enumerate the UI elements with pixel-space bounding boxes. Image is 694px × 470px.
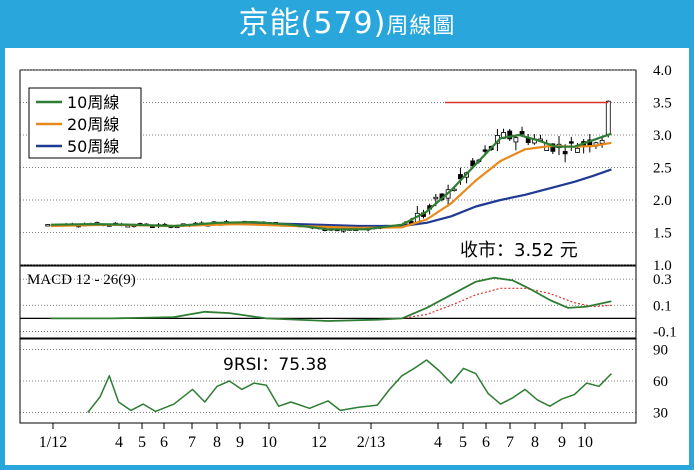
x-tick-label: 12 xyxy=(311,434,327,451)
y-tick-label: 0.1 xyxy=(653,298,672,314)
close-price-label: 收市：3.52 元 xyxy=(460,240,578,261)
candle-body xyxy=(550,143,556,152)
x-tick-label: 4 xyxy=(434,434,442,451)
y-tick-label: 2.5 xyxy=(653,161,672,177)
candle-body xyxy=(568,141,574,144)
candle-body xyxy=(513,137,519,143)
y-tick-label: 4.0 xyxy=(653,63,672,79)
x-tick-label: 10 xyxy=(261,434,277,451)
x-tick-label: 9 xyxy=(558,434,566,451)
y-tick-label: 60 xyxy=(653,374,668,390)
x-tick-label: 1/12 xyxy=(39,434,67,451)
x-tick-label: 6 xyxy=(482,434,490,451)
x-tick-label: 10 xyxy=(577,434,593,451)
x-tick-label: 7 xyxy=(188,434,196,451)
candle-body xyxy=(519,130,525,135)
candle-body xyxy=(45,224,51,227)
x-tick-label: 5 xyxy=(459,434,467,451)
candle-body xyxy=(458,174,463,180)
legend-ma10-label: 10周線 xyxy=(67,93,119,112)
candle-body xyxy=(599,140,605,144)
y-tick-label: 1.5 xyxy=(653,226,672,242)
x-axis-ticks: 1/12 4 5 6 7 8 9 10 12 2/13 4 5 6 7 8 9 10 xyxy=(39,423,593,451)
x-tick-label: 9 xyxy=(236,434,244,451)
legend: 10周線 20周線 50周線 xyxy=(28,87,142,159)
macd-plot-frame xyxy=(19,265,637,339)
y-tick-label: 0.3 xyxy=(653,272,672,288)
chart-svg: 10周線 20周線 50周線 收市：3.52 元 MACD 12 - 26(9)… xyxy=(19,63,677,451)
x-tick-label: 8 xyxy=(213,434,221,451)
y-tick-label: 1.0 xyxy=(653,258,672,274)
x-tick-label: 7 xyxy=(506,434,514,451)
y-tick-label: 3.0 xyxy=(653,128,672,144)
rsi-plot-frame xyxy=(19,338,637,424)
y-tick-label: -0.1 xyxy=(653,324,677,340)
y-tick-label: 3.5 xyxy=(653,96,672,112)
grid-lines xyxy=(20,69,636,413)
candle-body xyxy=(482,149,488,152)
legend-ma50-label: 50周線 xyxy=(67,137,119,156)
ma10-line xyxy=(50,132,612,231)
title-suffix: 周線圖 xyxy=(386,14,456,39)
rsi-title: 9RSI：75.38 xyxy=(223,355,327,375)
y-tick-label: 30 xyxy=(653,406,668,422)
candle-body xyxy=(562,151,568,155)
x-tick-label: 5 xyxy=(138,434,146,451)
macd-signal-line xyxy=(377,287,612,321)
x-tick-label: 2/13 xyxy=(357,434,385,451)
x-tick-label: 8 xyxy=(531,434,539,451)
chart-panel: 10周線 20周線 50周線 收市：3.52 元 MACD 12 - 26(9)… xyxy=(5,48,689,465)
x-tick-label: 6 xyxy=(160,434,168,451)
candle-body xyxy=(605,100,611,135)
y-tick-label: 90 xyxy=(653,343,668,359)
macd-line xyxy=(50,276,612,322)
candle-body xyxy=(433,196,439,200)
y-tick-label: 2.0 xyxy=(653,193,672,209)
title-main: 京能(579) xyxy=(238,6,387,41)
series-lines xyxy=(50,101,612,413)
x-tick-label: 4 xyxy=(115,434,123,451)
candle-body xyxy=(507,130,513,140)
ma50-line xyxy=(235,168,612,228)
rsi-line xyxy=(87,359,612,413)
macd-title: MACD 12 - 26(9) xyxy=(27,272,136,288)
chart-title: 京能(579)周線圖 xyxy=(0,4,694,44)
legend-ma20-label: 20周線 xyxy=(67,115,119,134)
y-axis-ticks: 4.0 3.5 3.0 2.5 2.0 1.5 1.00.3 0.1 -0.1 90 60 30 xyxy=(653,63,677,422)
candle-body xyxy=(575,147,580,153)
